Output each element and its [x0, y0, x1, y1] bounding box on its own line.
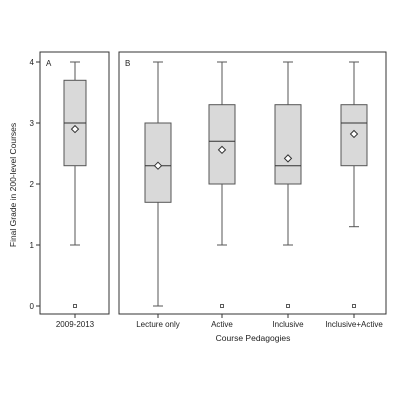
y-tick-label: 2 — [30, 180, 35, 189]
mean-marker — [283, 154, 293, 163]
x-tick-label: 2009-2013 — [56, 320, 95, 329]
x-tick-label: Lecture only — [136, 320, 180, 329]
iqr-box — [274, 104, 302, 185]
box-lecture-only — [144, 61, 172, 318]
outlier-point — [286, 304, 290, 308]
iqr-box — [208, 104, 236, 185]
x-tick-label: Active — [211, 320, 233, 329]
panel-b-frame — [118, 51, 387, 315]
y-tick-labels: 0 1 2 3 4 — [30, 58, 35, 311]
y-tick-label: 4 — [30, 58, 35, 67]
panel-b: B Lecture only Active Inclusive Inclusiv… — [118, 51, 387, 343]
y-tick-label: 3 — [30, 119, 35, 128]
y-tick-label: 1 — [30, 241, 35, 250]
mean-marker — [153, 161, 163, 170]
mean-marker — [217, 145, 227, 155]
box-inclusive — [274, 61, 302, 318]
y-tick-label: 0 — [30, 302, 35, 311]
box-2009-2013 — [63, 61, 87, 318]
x-axis-label: Course Pedagogies — [216, 333, 291, 343]
x-tick-label: Inclusive+Active — [325, 320, 383, 329]
outlier-point — [352, 304, 356, 308]
box-inclusive-active — [340, 61, 368, 318]
mean-marker — [70, 124, 80, 134]
box-active — [208, 61, 236, 318]
x-tick-label: Inclusive — [272, 320, 304, 329]
iqr-box — [144, 122, 172, 203]
y-axis-label: Final Grade in 200-level Courses — [8, 123, 18, 247]
panel-b-label: B — [125, 59, 130, 68]
panel-a-label: A — [46, 59, 52, 68]
panel-a: A 2009-2013 — [39, 51, 110, 329]
outlier-point — [220, 304, 224, 308]
mean-marker — [349, 129, 359, 139]
outlier-point — [73, 304, 77, 308]
